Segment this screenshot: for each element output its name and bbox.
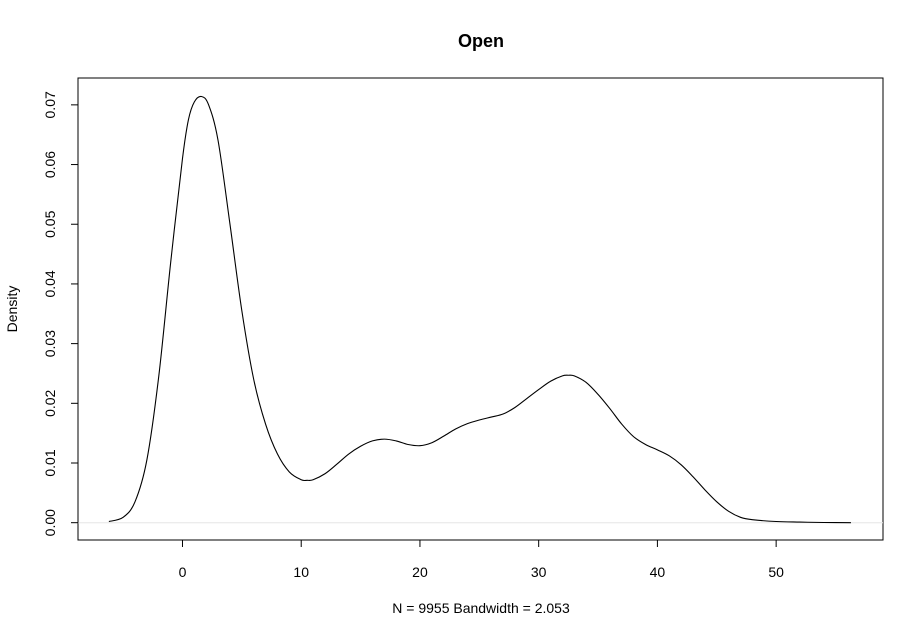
x-axis-label: N = 9955 Bandwidth = 2.053 — [392, 600, 570, 616]
x-tick-label: 20 — [412, 564, 428, 580]
x-axis: 0 10 20 30 40 50 — [179, 539, 784, 580]
x-tick-label: 10 — [293, 564, 309, 580]
chart-title: Open — [458, 31, 504, 51]
plot-frame — [77, 77, 884, 541]
y-tick-label: 0.04 — [42, 270, 58, 297]
x-tick-label: 30 — [531, 564, 547, 580]
y-tick-label: 0.02 — [42, 389, 58, 416]
x-tick-label: 50 — [768, 564, 784, 580]
density-curve — [108, 95, 851, 524]
x-tick-label: 40 — [650, 564, 666, 580]
y-axis-label: Density — [4, 286, 20, 333]
y-tick-label: 0.01 — [42, 449, 58, 476]
y-tick-label: 0.00 — [42, 509, 58, 536]
x-tick-label: 0 — [179, 564, 187, 580]
y-tick-label: 0.07 — [42, 91, 58, 118]
y-tick-label: 0.05 — [42, 210, 58, 237]
y-tick-label: 0.06 — [42, 151, 58, 178]
y-axis: 0.00 0.01 0.02 0.03 0.04 0.05 0.06 0.07 — [42, 91, 79, 536]
y-tick-label: 0.03 — [42, 330, 58, 357]
